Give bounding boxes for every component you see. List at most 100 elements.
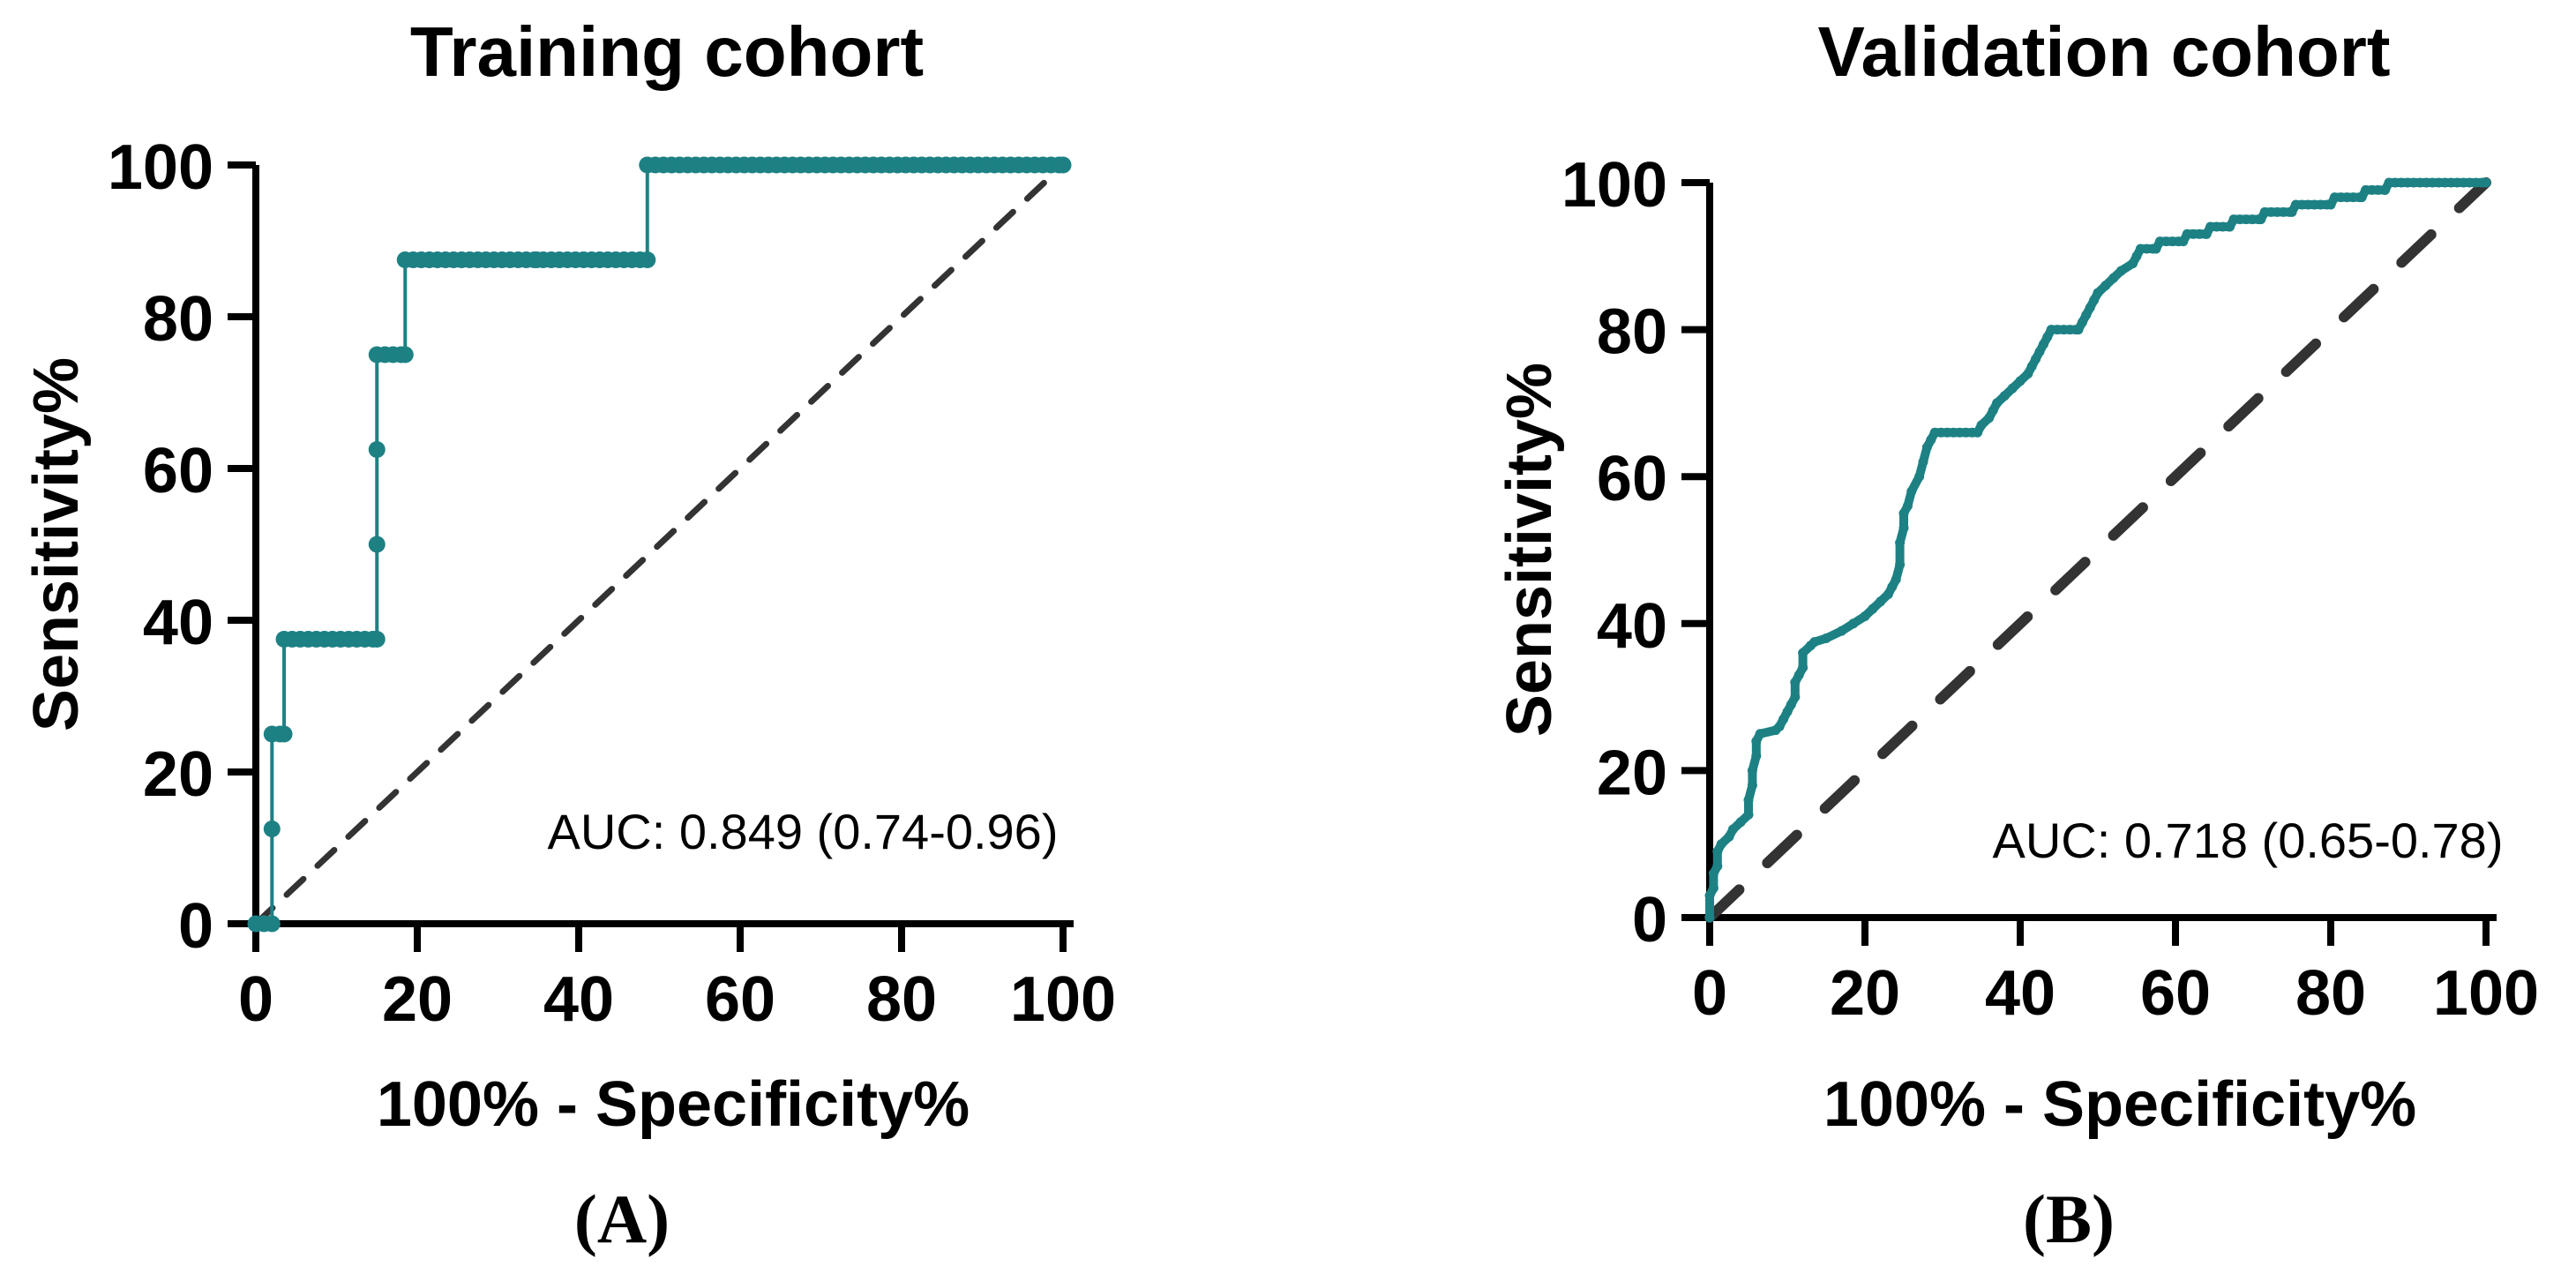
roc-marker xyxy=(1902,501,1913,512)
validation-x-axis-label: 100% - Specificity% xyxy=(1823,1069,2416,1140)
roc-marker xyxy=(1704,890,1715,901)
y-tick-label: 60 xyxy=(143,436,213,506)
roc-marker xyxy=(2225,221,2235,232)
roc-marker xyxy=(1708,883,1719,894)
roc-marker xyxy=(1751,736,1762,746)
roc-marker xyxy=(1898,508,1909,519)
roc-marker xyxy=(1704,912,1715,923)
roc-curve-markers xyxy=(535,156,1072,268)
roc-curve xyxy=(541,163,1065,262)
roc-marker xyxy=(1751,751,1762,761)
roc-marker xyxy=(2256,214,2266,225)
roc-marker xyxy=(1798,663,1808,673)
roc-marker xyxy=(1054,156,1072,174)
roc-marker xyxy=(1747,765,1757,776)
roc-marker xyxy=(1821,633,1831,643)
roc-marker xyxy=(1895,559,1906,570)
roc-marker xyxy=(2115,266,2126,276)
roc-marker xyxy=(2128,259,2138,269)
y-tick-label: 80 xyxy=(143,284,213,355)
roc-marker xyxy=(1837,626,1847,636)
roc-marker xyxy=(1976,420,1987,431)
roc-marker xyxy=(396,346,414,363)
roc-marker xyxy=(1793,670,1804,680)
roc-marker xyxy=(1992,398,2003,408)
x-tick-label: 80 xyxy=(866,964,937,1035)
x-tick-label: 40 xyxy=(1985,958,2056,1029)
roc-marker xyxy=(1883,588,1893,599)
roc-marker xyxy=(1716,839,1726,850)
roc-marker xyxy=(1887,581,1898,592)
x-tick-label: 60 xyxy=(2140,958,2211,1029)
roc-marker xyxy=(1782,707,1793,717)
roc-curve-markers xyxy=(247,251,545,933)
roc-marker xyxy=(1735,817,1746,828)
y-tick-label: 80 xyxy=(1597,297,1667,368)
roc-marker xyxy=(1848,618,1859,629)
roc-marker xyxy=(1921,442,1932,453)
roc-marker xyxy=(1999,391,2010,401)
roc-marker xyxy=(2042,332,2053,342)
roc-marker xyxy=(2131,251,2142,261)
roc-marker xyxy=(263,915,281,933)
roc-marker xyxy=(2015,376,2026,386)
roc-marker xyxy=(2031,354,2041,364)
roc-marker xyxy=(2201,229,2212,239)
validation-auc-annotation: AUC: 0.718 (0.65-0.78) xyxy=(1993,813,2504,868)
roc-marker xyxy=(1747,780,1757,791)
x-tick-label: 80 xyxy=(2295,958,2366,1029)
roc-marker xyxy=(2038,339,2048,349)
roc-marker xyxy=(1895,537,1906,548)
training-x-axis-label: 100% - Specificity% xyxy=(377,1069,970,1140)
x-tick-label: 100 xyxy=(2433,958,2539,1029)
roc-marker xyxy=(368,441,386,458)
x-tick-label: 100 xyxy=(1010,964,1116,1035)
roc-marker xyxy=(2089,295,2100,305)
x-tick-label: 20 xyxy=(1830,958,1900,1029)
roc-marker xyxy=(2023,369,2033,379)
roc-marker xyxy=(1868,603,1878,614)
y-tick-label: 40 xyxy=(1597,591,1667,662)
roc-marker xyxy=(1774,721,1785,731)
roc-marker xyxy=(2356,192,2367,203)
roc-marker xyxy=(2026,361,2037,371)
x-tick-label: 0 xyxy=(238,964,273,1035)
roc-marker xyxy=(1743,809,1754,820)
y-tick-label: 40 xyxy=(143,588,213,658)
training-y-axis-label: Sensitivity% xyxy=(21,357,92,731)
roc-marker xyxy=(2178,236,2189,247)
validation-y-axis-label: Sensitivity% xyxy=(1494,363,1565,737)
chance-diagonal-line xyxy=(252,161,1067,927)
x-tick-label: 0 xyxy=(1692,958,1727,1029)
roc-marker xyxy=(1712,861,1723,872)
roc-marker xyxy=(1926,435,1936,446)
roc-marker xyxy=(1898,523,1909,534)
roc-marker xyxy=(1790,692,1801,702)
chart-panel-training: 0 20 40 60 80 100 0 20 40 60 80 100 xyxy=(108,132,1116,1035)
y-tick-label: 100 xyxy=(1561,150,1667,221)
y-tick-label: 100 xyxy=(108,132,213,203)
x-tick-label: 20 xyxy=(382,964,453,1035)
roc-marker xyxy=(1724,831,1734,842)
roc-marker xyxy=(639,251,656,268)
y-tick-label: 20 xyxy=(1597,738,1667,808)
roc-marker xyxy=(1860,611,1870,621)
roc-marker xyxy=(2287,206,2297,217)
roc-marker xyxy=(1984,413,1995,423)
roc-marker xyxy=(2100,281,2111,291)
roc-marker xyxy=(2325,199,2336,210)
training-auc-annotation: AUC: 0.849 (0.74-0.96) xyxy=(548,804,1059,859)
roc-marker xyxy=(275,725,293,743)
x-tick-label: 60 xyxy=(705,964,775,1035)
roc-marker xyxy=(2007,383,2018,393)
y-tick-label: 0 xyxy=(178,891,213,962)
roc-marker xyxy=(1755,729,1765,739)
chance-diagonal-line xyxy=(1704,177,2491,923)
chart-panel-validation: 0 20 40 60 80 100 0 20 40 60 80 100 xyxy=(1561,150,2539,1029)
roc-marker xyxy=(2073,325,2084,335)
y-tick-label: 20 xyxy=(143,739,213,810)
roc-marker xyxy=(2380,184,2391,195)
roc-marker xyxy=(1906,486,1917,497)
roc-marker xyxy=(1786,699,1796,709)
